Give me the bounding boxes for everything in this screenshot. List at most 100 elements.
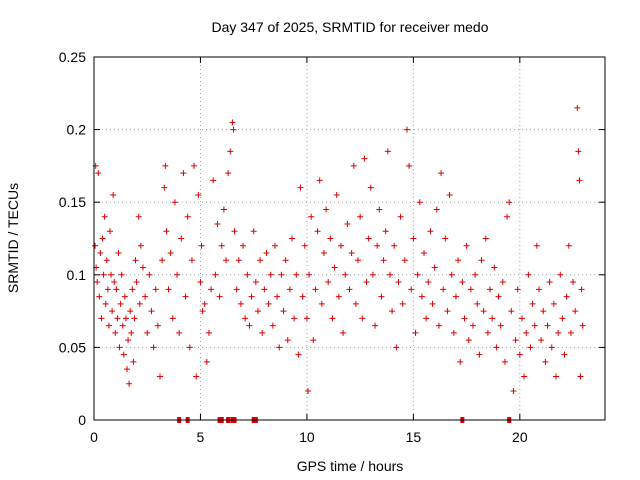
data-point: [304, 387, 311, 394]
data-point: [372, 322, 379, 329]
data-point: [478, 257, 485, 264]
data-point: [110, 191, 117, 198]
data-point: [463, 242, 470, 249]
data-point: [229, 119, 236, 126]
data-point: [205, 329, 212, 336]
data-point: [303, 315, 310, 322]
chart-title: Day 347 of 2025, SRMTID for receiver med…: [211, 19, 488, 35]
data-point: [130, 358, 137, 365]
data-point: [233, 286, 240, 293]
x-tick-label: 20: [512, 429, 528, 445]
data-point: [159, 257, 166, 264]
data-point: [105, 322, 112, 329]
data-point: [365, 235, 372, 242]
data-point: [291, 315, 298, 322]
data-point: [106, 228, 113, 235]
data-point: [178, 235, 185, 242]
data-point: [157, 373, 164, 380]
data-point: [197, 279, 204, 286]
data-point: [184, 213, 191, 220]
data-point: [355, 257, 362, 264]
data-point: [103, 257, 110, 264]
data-point: [114, 315, 121, 322]
data-point: [452, 293, 459, 300]
data-point: [198, 242, 205, 249]
data-point: [111, 279, 118, 286]
data-point: [186, 344, 193, 351]
data-point: [276, 344, 283, 351]
data-point: [482, 235, 489, 242]
y-tick-label: 0.05: [59, 339, 86, 355]
x-tick-label: 15: [406, 429, 422, 445]
data-point: [117, 300, 124, 307]
data-point: [132, 257, 139, 264]
data-point: [242, 315, 249, 322]
data-point: [208, 286, 215, 293]
data-point: [252, 279, 259, 286]
data-point: [146, 271, 153, 278]
data-point: [109, 308, 116, 315]
data-point: [421, 250, 428, 257]
y-tick-label: 0.1: [67, 267, 87, 283]
data-point: [474, 300, 481, 307]
data-point: [188, 257, 195, 264]
data-point: [578, 286, 585, 293]
data-point: [542, 358, 549, 365]
data-point: [299, 293, 306, 300]
data-point: [348, 250, 355, 257]
data-point: [504, 213, 511, 220]
data-point: [240, 242, 247, 249]
data-point: [199, 308, 206, 315]
data-point: [306, 271, 313, 278]
data-point: [116, 344, 123, 351]
data-point: [508, 308, 515, 315]
data-point: [572, 308, 579, 315]
data-point: [144, 329, 151, 336]
data-point: [271, 242, 278, 249]
data-point: [567, 329, 574, 336]
data-point: [257, 257, 264, 264]
data-point: [284, 337, 291, 344]
data-point: [406, 162, 413, 169]
data-point: [540, 308, 547, 315]
data-point: [308, 213, 315, 220]
data-point: [95, 170, 102, 177]
data-point: [176, 329, 183, 336]
data-point: [480, 308, 487, 315]
data-point: [94, 279, 101, 286]
data-point: [346, 286, 353, 293]
data-point: [135, 213, 142, 220]
data-point: [497, 322, 504, 329]
data-point: [575, 148, 582, 155]
data-point: [446, 191, 453, 198]
gridlines: [94, 57, 605, 420]
data-point: [563, 293, 570, 300]
data-point: [495, 293, 502, 300]
data-point: [295, 351, 302, 358]
data-point: [487, 286, 494, 293]
data-point: [340, 329, 347, 336]
plot-frame: [93, 56, 606, 421]
data-point: [139, 264, 146, 271]
data-point: [286, 286, 293, 293]
data-point: [235, 257, 242, 264]
data-point: [491, 264, 498, 271]
data-point: [99, 235, 106, 242]
data-point: [579, 322, 586, 329]
data-point: [265, 300, 272, 307]
data-point: [361, 155, 368, 162]
data-point: [525, 271, 532, 278]
data-point: [499, 279, 506, 286]
data-point: [342, 271, 349, 278]
data-point: [533, 242, 540, 249]
data-point: [259, 329, 266, 336]
data-point: [386, 271, 393, 278]
data-point: [263, 250, 270, 257]
data-point: [555, 329, 562, 336]
data-point: [104, 286, 111, 293]
data-point: [389, 308, 396, 315]
data-point: [327, 235, 334, 242]
data-point: [450, 329, 457, 336]
data-point: [278, 271, 285, 278]
data-point: [399, 300, 406, 307]
